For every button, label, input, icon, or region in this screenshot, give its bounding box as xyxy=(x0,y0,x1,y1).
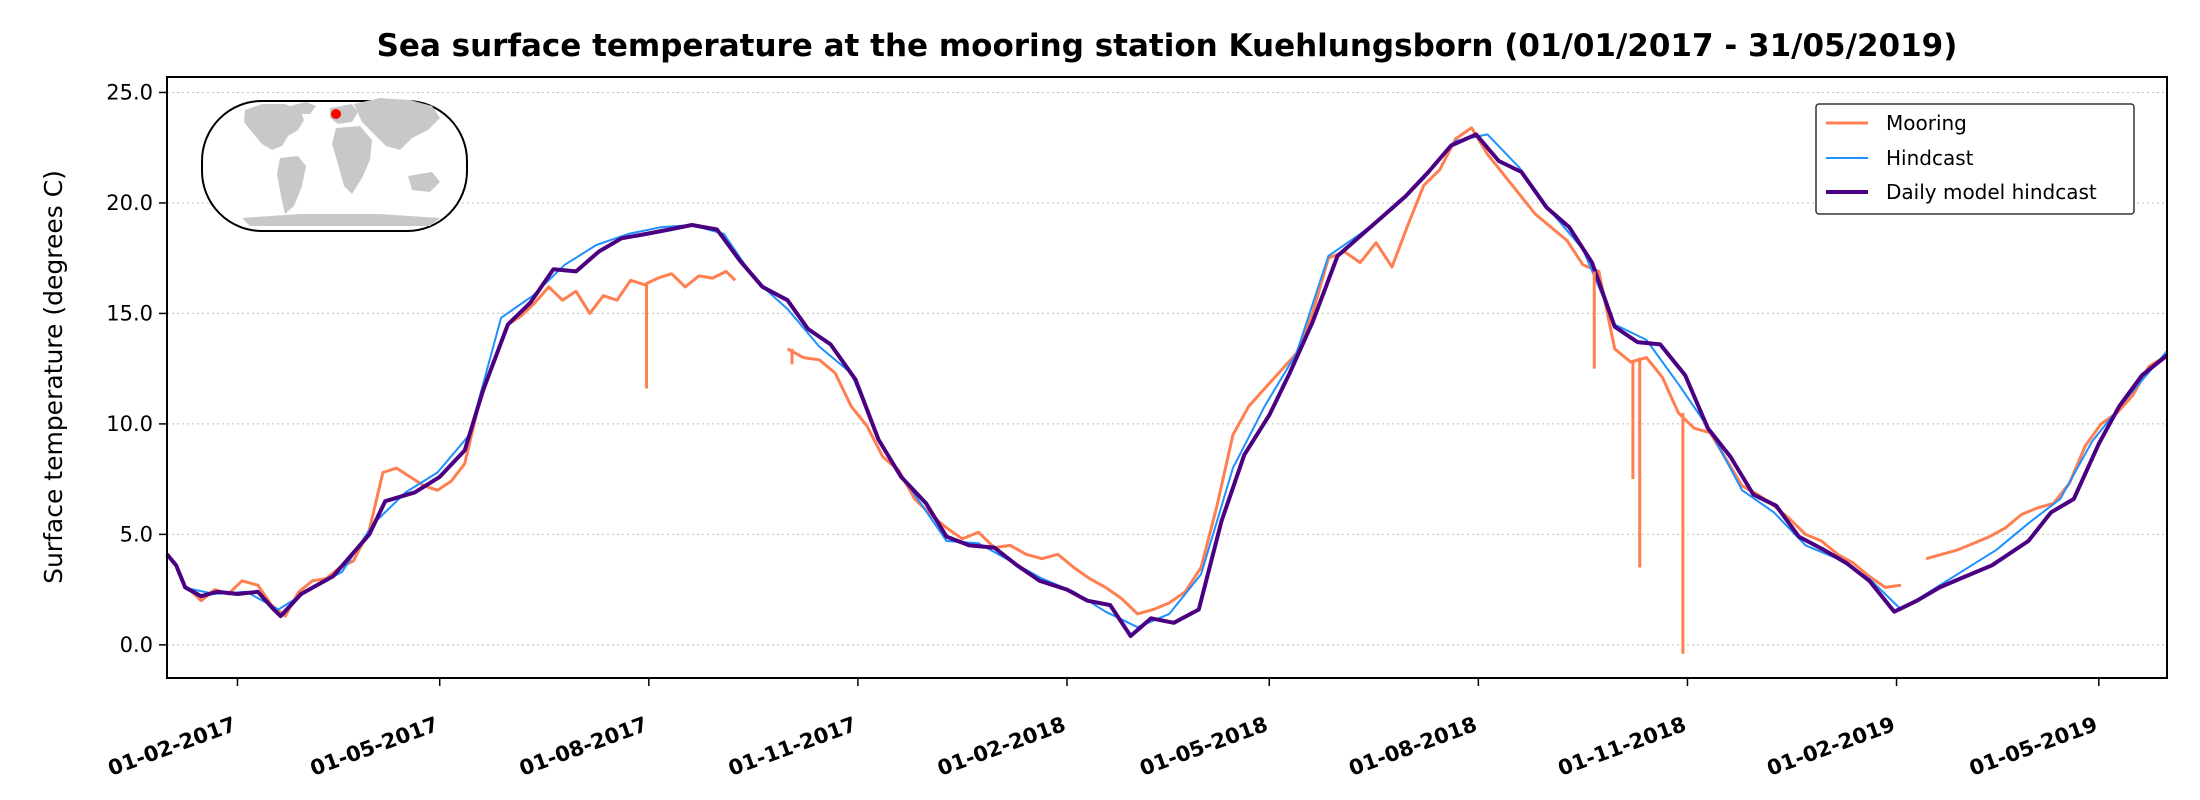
legend: Mooring Hindcast Daily model hindcast xyxy=(1815,103,2135,215)
inset-world-map xyxy=(201,98,468,232)
y-tick-label: 10.0 xyxy=(106,412,153,436)
y-tick-label: 20.0 xyxy=(106,191,153,215)
station-marker-icon xyxy=(331,109,341,119)
x-tick-label: 01-11-2018 xyxy=(1555,712,1689,780)
x-tick-label: 01-05-2019 xyxy=(1966,712,2100,780)
x-axis: 01-02-2017 01-05-2017 01-08-2017 01-11-2017… xyxy=(105,678,2101,781)
x-tick-label: 01-02-2018 xyxy=(934,712,1068,780)
y-tick-label: 5.0 xyxy=(120,522,153,546)
legend-label-mooring: Mooring xyxy=(1886,111,1967,135)
chart-title: Sea surface temperature at the mooring s… xyxy=(377,28,1958,64)
y-axis-label: Surface temperature (degrees C) xyxy=(39,170,68,584)
x-tick-label: 01-08-2018 xyxy=(1346,712,1480,780)
y-tick-label: 0.0 xyxy=(120,633,153,657)
y-tick-label: 25.0 xyxy=(106,80,153,104)
y-tick-label: 15.0 xyxy=(106,301,153,325)
x-tick-label: 01-02-2017 xyxy=(105,712,239,780)
plot-frame xyxy=(166,76,2168,679)
world-landmass-icon xyxy=(242,98,440,226)
legend-label-hindcast: Hindcast xyxy=(1886,146,1974,170)
legend-label-daily-model-hindcast: Daily model hindcast xyxy=(1886,180,2097,204)
x-tick-label: 01-08-2017 xyxy=(516,712,650,780)
legend-box xyxy=(1815,103,2135,215)
series-line-daily-model-hindcast xyxy=(165,132,2169,638)
x-tick-label: 01-02-2019 xyxy=(1764,712,1898,780)
x-tick-label: 01-05-2017 xyxy=(307,712,441,780)
series-line-hindcast xyxy=(182,133,2168,629)
x-tick-label: 01-11-2017 xyxy=(725,712,859,780)
y-axis: 0.0 5.0 10.0 15.0 20.0 25.0 xyxy=(106,80,167,657)
x-tick-label: 01-05-2018 xyxy=(1137,712,1271,780)
data-lines xyxy=(165,126,2169,654)
